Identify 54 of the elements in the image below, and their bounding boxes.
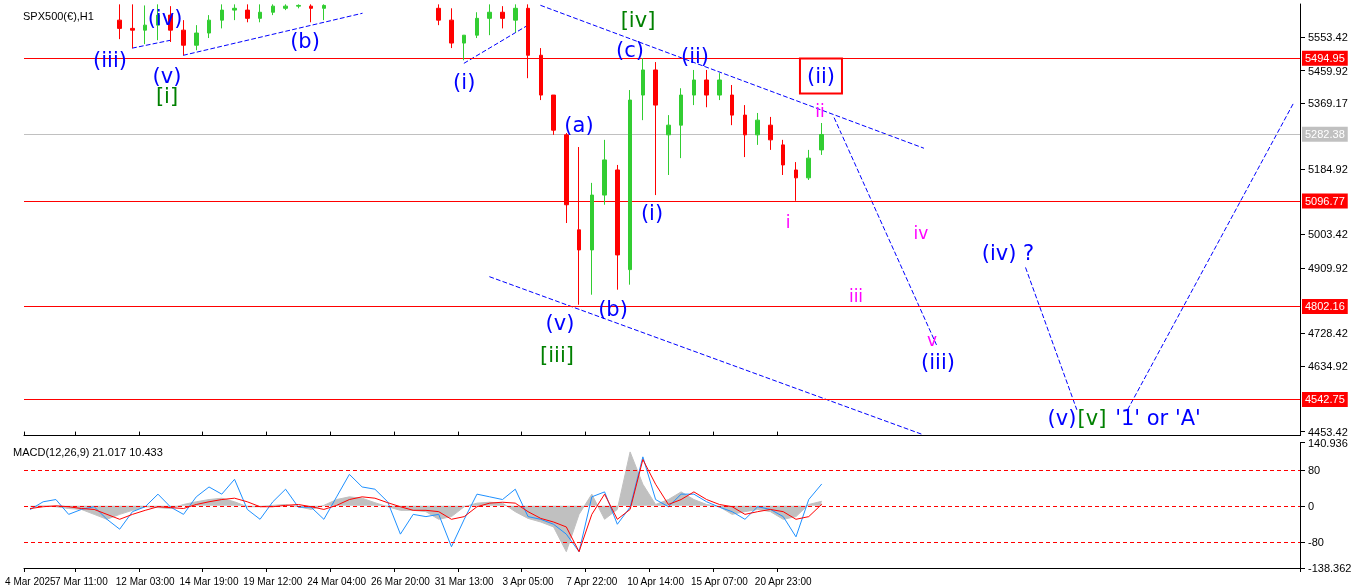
text: SPX500(€),H1: [23, 9, 94, 22]
annotation: (v): [1047, 405, 1077, 430]
x-tick-label: 26 Mar 20:00: [370, 575, 431, 587]
y-tick-label: 5369.17: [1308, 97, 1348, 110]
y-tick-label: -138.362: [1308, 562, 1352, 574]
x-tick-label: 4 Mar 2025: [5, 575, 57, 587]
x-tick-label: 20 Apr 23:00: [754, 575, 813, 587]
annotation: (ii): [798, 57, 844, 95]
annotation: [iii]: [540, 342, 574, 367]
y-tick-label: 4728.42: [1308, 326, 1348, 339]
y-tick-label: 140.936: [1308, 436, 1348, 449]
x-tick-label: 31 Mar 13:00: [434, 575, 495, 587]
y-tick-label: -80: [1308, 535, 1324, 548]
y-tick-label: 4634.92: [1308, 360, 1348, 373]
y-tick-label: 5459.92: [1308, 64, 1348, 77]
x-tick-label: 24 Mar 04:00: [307, 575, 367, 587]
chart-title: MACD(12,26,9) 21.017 10.433: [13, 445, 163, 458]
y-tick-label: 80: [1308, 463, 1321, 476]
y-tick-label: 4453.42: [1308, 425, 1348, 438]
ref-line-label: 5494.95: [1305, 52, 1345, 65]
annotation: (i): [640, 200, 664, 225]
annotation: v: [926, 329, 938, 350]
annotation: (iv) ?: [981, 240, 1035, 265]
x-tick-label: 7 Apr 22:00: [566, 575, 618, 587]
annotation: i: [785, 211, 791, 232]
annotation: (a): [564, 112, 594, 137]
ref-line-label: 5282.38: [1305, 128, 1345, 141]
y-tick-label: 5184.92: [1308, 163, 1348, 176]
y-tick-label: 5553.42: [1308, 31, 1348, 44]
x-tick-label: 15 Apr 07:00: [691, 575, 749, 587]
annotation: [iv]: [620, 7, 656, 32]
annotation: [v]: [1077, 405, 1107, 430]
annotation: (b): [290, 28, 320, 53]
x-tick-label: 10 Apr 14:00: [627, 575, 685, 587]
annotation: (i): [453, 69, 476, 94]
y-tick-label: 0: [1308, 499, 1315, 512]
annotation: iv: [913, 222, 929, 243]
annotation: iii: [848, 285, 864, 306]
annotation: ii: [815, 100, 825, 121]
annotation: (c): [616, 37, 644, 62]
x-tick-label: 14 Mar 19:00: [179, 575, 239, 587]
annotation: (iii): [921, 349, 955, 374]
annotation: '1' or 'A': [1115, 405, 1201, 430]
ref-line-label: 4542.75: [1305, 393, 1345, 406]
x-tick-label: 12 Mar 03:00: [115, 575, 176, 587]
ref-line-label: 4802.16: [1305, 300, 1345, 313]
y-tick-label: 4909.92: [1308, 261, 1348, 274]
x-tick-label: 19 Mar 12:00: [243, 575, 303, 587]
x-tick-label: 7 Mar 11:00: [55, 575, 109, 587]
annotation: (v): [545, 310, 575, 335]
y-tick-label: 5003.42: [1308, 228, 1348, 241]
ref-line-label: 5096.77: [1305, 194, 1345, 207]
annotation: (v): [152, 63, 182, 88]
x-tick-label: 3 Apr 05:00: [502, 575, 555, 587]
